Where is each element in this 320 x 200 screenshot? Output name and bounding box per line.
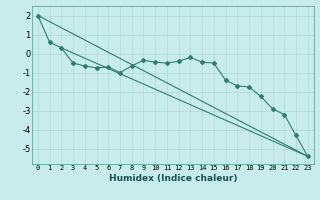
X-axis label: Humidex (Indice chaleur): Humidex (Indice chaleur) — [108, 174, 237, 183]
